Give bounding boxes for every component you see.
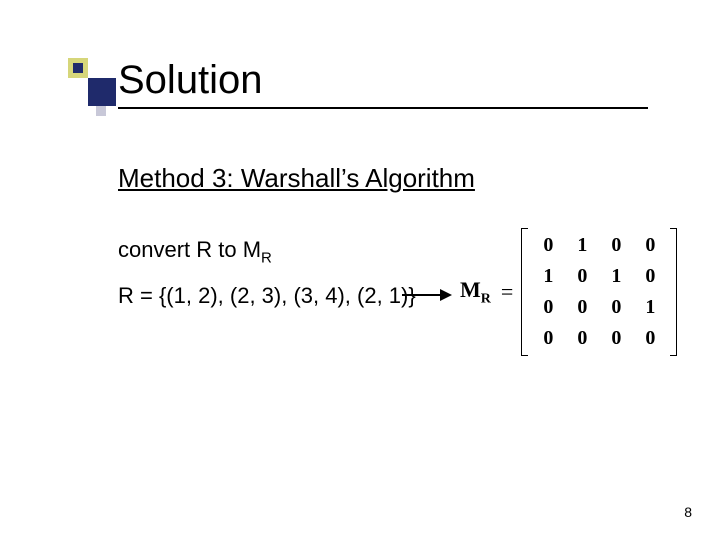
matrix-cell: 0 bbox=[633, 230, 667, 261]
matrix-cell: 0 bbox=[531, 323, 565, 354]
matrix-row: 0 0 0 1 bbox=[531, 292, 667, 323]
matrix-cell: 0 bbox=[633, 323, 667, 354]
matrix-cell: 1 bbox=[599, 261, 633, 292]
matrix-cell: 0 bbox=[599, 230, 633, 261]
matrix-cell: 0 bbox=[531, 230, 565, 261]
matrix-label-main: M bbox=[460, 277, 481, 302]
matrix-row: 0 1 0 0 bbox=[531, 230, 667, 261]
slide-title: Solution bbox=[118, 58, 648, 109]
body-line-2: R = {(1, 2), (2, 3), (3, 4), (2, 1)} bbox=[118, 283, 416, 309]
page-number: 8 bbox=[684, 504, 692, 520]
matrix-cell: 1 bbox=[531, 261, 565, 292]
matrix-cell: 1 bbox=[633, 292, 667, 323]
matrix-expression: MR = 0 1 0 0 1 0 1 0 0 0 bbox=[460, 228, 677, 356]
square-gray-icon bbox=[96, 106, 106, 116]
matrix-cell: 0 bbox=[565, 323, 599, 354]
matrix-cell: 0 bbox=[633, 261, 667, 292]
body1-subscript: R bbox=[261, 249, 272, 266]
square-navy-big-icon bbox=[88, 78, 116, 106]
matrix-label-sub: R bbox=[481, 291, 491, 306]
matrix-cell: 1 bbox=[565, 230, 599, 261]
body1-text: convert R to M bbox=[118, 237, 261, 262]
matrix-cell: 0 bbox=[599, 292, 633, 323]
matrix-cell: 0 bbox=[531, 292, 565, 323]
matrix-cell: 0 bbox=[599, 323, 633, 354]
matrix: 0 1 0 0 1 0 1 0 0 0 0 1 0 bbox=[521, 228, 677, 356]
matrix-row: 1 0 1 0 bbox=[531, 261, 667, 292]
matrix-label: MR bbox=[460, 277, 491, 307]
slide: Solution Method 3: Warshall’s Algorithm … bbox=[0, 0, 720, 540]
matrix-cell: 0 bbox=[565, 292, 599, 323]
matrix-table: 0 1 0 0 1 0 1 0 0 0 0 1 0 bbox=[531, 230, 667, 354]
square-navy-small-icon bbox=[73, 63, 83, 73]
arrow-icon bbox=[402, 294, 450, 296]
matrix-row: 0 0 0 0 bbox=[531, 323, 667, 354]
equals-sign: = bbox=[501, 279, 513, 305]
matrix-cell: 0 bbox=[565, 261, 599, 292]
body-line-1: convert R to MR bbox=[118, 237, 272, 266]
slide-subtitle: Method 3: Warshall’s Algorithm bbox=[118, 163, 475, 194]
